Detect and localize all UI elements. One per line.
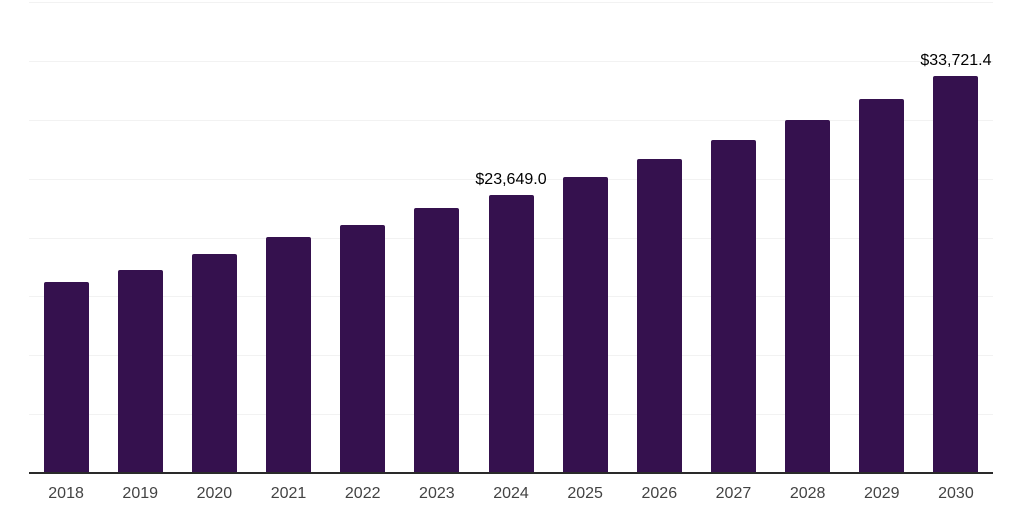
x-tick-label: 2022 xyxy=(344,485,381,502)
bar-2026 xyxy=(636,158,682,473)
bar-2022 xyxy=(340,224,386,473)
x-tick-label: 2018 xyxy=(48,485,84,502)
bar-2018 xyxy=(43,281,89,473)
x-tick-label: 2030 xyxy=(938,485,974,502)
gridline xyxy=(29,119,993,121)
data-label-2024: $23,649.0 xyxy=(475,170,547,188)
bar-2028 xyxy=(785,119,831,473)
gridline xyxy=(29,60,993,62)
x-tick-label: 2020 xyxy=(196,485,233,502)
x-tick-label: 2029 xyxy=(863,485,900,502)
gridline xyxy=(29,178,993,180)
data-label-2030: $33,721.4 xyxy=(920,51,992,69)
x-tick-label: 2021 xyxy=(270,485,307,502)
bar-2027 xyxy=(710,140,756,473)
bar-2024 xyxy=(488,194,534,473)
bar-2023 xyxy=(414,208,460,473)
bar-2025 xyxy=(562,176,608,473)
x-tick-label: 2028 xyxy=(789,485,826,502)
bar-2019 xyxy=(117,270,163,473)
bar-2030 xyxy=(933,75,979,473)
x-tick-label: 2025 xyxy=(567,485,603,502)
gridline xyxy=(29,1,993,3)
x-tick-label: 2023 xyxy=(419,485,455,502)
x-tick-label: 2024 xyxy=(493,485,529,502)
bar-2020 xyxy=(191,253,237,473)
x-axis-line xyxy=(29,472,993,474)
x-tick-label: 2027 xyxy=(715,485,752,502)
bar-2029 xyxy=(859,98,905,473)
x-tick-label: 2026 xyxy=(641,485,678,502)
bar-2021 xyxy=(266,236,312,473)
x-tick-label: 2019 xyxy=(122,485,159,502)
